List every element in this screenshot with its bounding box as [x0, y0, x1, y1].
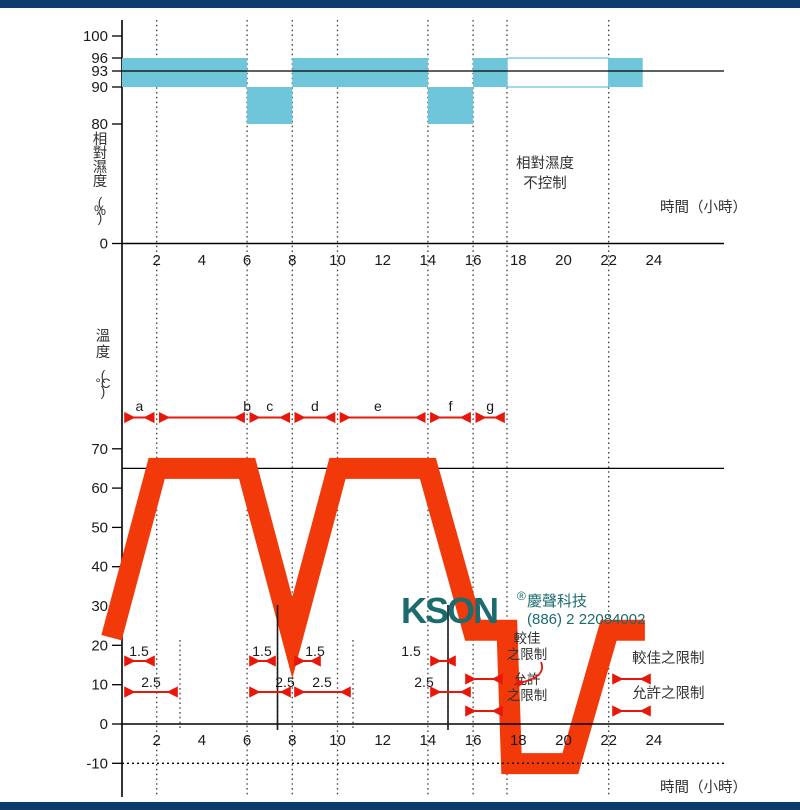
svg-text:1.5: 1.5 — [305, 643, 325, 659]
svg-text:2: 2 — [153, 252, 161, 269]
svg-text:d: d — [311, 398, 319, 414]
svg-text:16: 16 — [465, 252, 482, 269]
svg-text:2.5: 2.5 — [275, 674, 295, 690]
svg-text:12: 12 — [374, 252, 391, 269]
svg-text:之限制: 之限制 — [507, 647, 548, 662]
svg-text:40: 40 — [91, 559, 108, 576]
svg-text:30: 30 — [91, 598, 108, 615]
svg-text:(886) 2 22084002: (886) 2 22084002 — [527, 611, 645, 628]
svg-text:較佳: 較佳 — [514, 631, 541, 646]
svg-text:時間（小時）: 時間（小時） — [660, 199, 747, 216]
svg-text:之限制: 之限制 — [507, 688, 548, 703]
svg-text:18: 18 — [510, 732, 527, 749]
svg-text:16: 16 — [465, 732, 482, 749]
svg-text:1.5: 1.5 — [401, 643, 421, 659]
svg-text:2.5: 2.5 — [414, 674, 434, 690]
svg-text:): ) — [98, 210, 103, 225]
svg-text:c: c — [266, 398, 273, 414]
svg-text:-10: -10 — [86, 755, 108, 772]
svg-text:6: 6 — [243, 252, 251, 269]
svg-text:KSON: KSON — [401, 590, 497, 631]
svg-text:溫: 溫 — [96, 328, 111, 345]
svg-text:6: 6 — [243, 732, 251, 749]
svg-text:f: f — [449, 398, 453, 414]
svg-text:50: 50 — [91, 519, 108, 536]
svg-text:不控制: 不控制 — [523, 175, 567, 192]
svg-text:1.5: 1.5 — [129, 643, 149, 659]
svg-text:60: 60 — [91, 480, 108, 497]
svg-text:12: 12 — [374, 732, 391, 749]
svg-text:®: ® — [517, 589, 526, 603]
svg-text:10: 10 — [91, 677, 108, 694]
svg-text:10: 10 — [329, 252, 346, 269]
svg-text:g: g — [486, 398, 494, 414]
svg-text:2.5: 2.5 — [312, 674, 332, 690]
svg-text:22: 22 — [600, 252, 617, 269]
svg-text:0: 0 — [100, 716, 108, 733]
svg-text:20: 20 — [555, 732, 572, 749]
svg-text:8: 8 — [288, 252, 296, 269]
svg-text:20: 20 — [555, 252, 572, 269]
svg-text:a: a — [136, 398, 144, 414]
svg-text:): ) — [101, 384, 106, 399]
svg-text:100: 100 — [83, 28, 108, 45]
svg-text:10: 10 — [329, 732, 346, 749]
svg-text:相對濕度: 相對濕度 — [516, 155, 574, 172]
svg-text:1.5: 1.5 — [252, 643, 272, 659]
svg-text:度: 度 — [96, 344, 111, 361]
svg-text:20: 20 — [91, 637, 108, 654]
svg-text:4: 4 — [198, 732, 206, 749]
svg-text:4: 4 — [198, 252, 206, 269]
svg-text:2: 2 — [153, 732, 161, 749]
svg-text:b: b — [243, 398, 251, 414]
svg-text:時間（小時）: 時間（小時） — [660, 779, 747, 796]
svg-text:80: 80 — [91, 116, 108, 133]
svg-text:90: 90 — [91, 79, 108, 96]
svg-text:14: 14 — [420, 252, 437, 269]
svg-text:93: 93 — [91, 63, 108, 80]
svg-text:允許之限制: 允許之限制 — [632, 685, 705, 702]
svg-text:慶聲科技: 慶聲科技 — [527, 593, 587, 610]
svg-text:允許: 允許 — [514, 672, 541, 687]
svg-text:24: 24 — [646, 732, 663, 749]
svg-text:18: 18 — [510, 252, 527, 269]
svg-text:0: 0 — [100, 236, 108, 253]
svg-text:2.5: 2.5 — [141, 674, 161, 690]
svg-text:14: 14 — [420, 732, 437, 749]
svg-text:8: 8 — [288, 732, 296, 749]
svg-text:e: e — [374, 398, 382, 414]
svg-text:較佳之限制: 較佳之限制 — [632, 649, 705, 667]
svg-text:度: 度 — [93, 173, 108, 190]
svg-text:22: 22 — [600, 732, 617, 749]
svg-text:70: 70 — [91, 441, 108, 458]
svg-text:24: 24 — [646, 252, 663, 269]
